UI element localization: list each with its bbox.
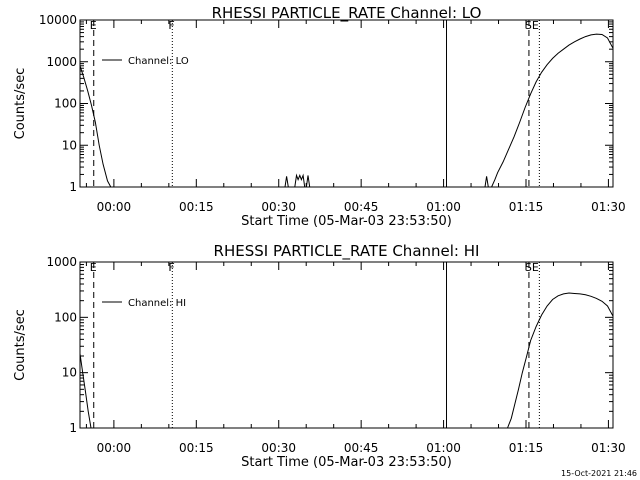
x-tick-label: 00:45: [344, 441, 379, 455]
x-tick-label: 00:15: [179, 200, 214, 214]
chart-panel-2: RHESSI PARTICLE_RATE Channel: HI 1 10 100 10…: [13, 242, 626, 470]
x-tick-label: 01:30: [591, 200, 626, 214]
x-tick-label: 00:00: [97, 200, 132, 214]
y-axis-label: Counts/sec: [13, 68, 28, 140]
event-marker-label: F: [168, 261, 174, 274]
x-axis-label: Start Time (05-Mar-03 23:53:50): [241, 455, 452, 470]
y-tick-label: 1: [69, 180, 77, 194]
y-tick-label: 100: [54, 97, 77, 111]
x-tick-label: 01:00: [426, 441, 461, 455]
event-marker-label: E: [90, 19, 97, 32]
series-line-channel-hi: [79, 292, 614, 429]
event-marker-label: SE: [525, 19, 539, 32]
x-tick-label: 00:15: [179, 441, 214, 455]
x-tick-label: 00:45: [344, 200, 379, 214]
x-tick-label: 00:00: [97, 441, 132, 455]
x-tick-label: 01:15: [509, 200, 544, 214]
x-axis-label: Start Time (05-Mar-03 23:53:50): [241, 214, 452, 229]
x-tick-label: 00:30: [261, 441, 296, 455]
event-marker-label: F: [168, 19, 174, 32]
y-tick-label: 10: [62, 138, 77, 152]
y-tick-label: 1000: [46, 55, 77, 69]
series-line-channel-lo: [79, 33, 614, 188]
x-tick-label: 01:30: [591, 441, 626, 455]
chart-title: RHESSI PARTICLE_RATE Channel: LO: [212, 4, 482, 23]
y-tick-label: 100: [54, 310, 77, 324]
y-axis-label: Counts/sec: [13, 309, 28, 381]
event-marker-label: E: [90, 261, 97, 274]
legend-label: Channel: HI: [128, 298, 186, 309]
x-tick-label: 00:30: [261, 200, 296, 214]
chart-panel-1: RHESSI PARTICLE_RATE Channel: LO 1 10 100 10…: [13, 4, 626, 229]
x-tick-label: 01:00: [426, 200, 461, 214]
legend-label: Channel: LO: [128, 56, 189, 67]
chart-title: RHESSI PARTICLE_RATE Channel: HI: [214, 242, 480, 261]
y-tick-label: 1000: [46, 255, 77, 269]
footer-timestamp: 15-Oct-2021 21:46: [561, 469, 637, 478]
x-tick-label: 01:15: [509, 441, 544, 455]
y-tick-label: 1: [69, 421, 77, 435]
event-marker-label: SE: [525, 261, 539, 274]
y-tick-label: 10000: [39, 13, 77, 27]
y-tick-label: 10: [62, 366, 77, 380]
